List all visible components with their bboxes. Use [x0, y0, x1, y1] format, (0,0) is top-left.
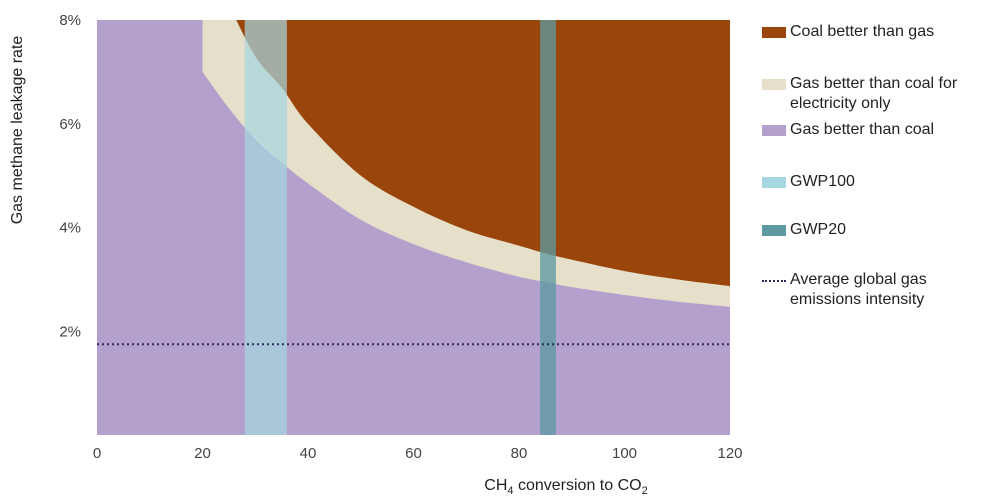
legend-color-swatch [762, 125, 786, 136]
legend-color-swatch [762, 79, 786, 90]
legend-color-swatch [762, 225, 786, 236]
legend-label-line: Average global gas [790, 271, 927, 288]
x-axis-title: CH4 conversion to CO2 [484, 477, 647, 496]
legend-label-line: Gas better than coal [790, 121, 935, 138]
axes: 0 20 40 60 80 100 120 2% 4% 6% 8% [59, 12, 742, 462]
x-tick-label: 20 [194, 445, 211, 462]
x-tick-label: 40 [300, 445, 317, 462]
y-tick-label: 4% [59, 220, 81, 237]
legend-label-line: GWP20 [790, 221, 847, 238]
legend-color-swatch [762, 27, 786, 38]
legend-label-line: Gas better than coal for [790, 75, 958, 92]
x-tick-label: 60 [405, 445, 422, 462]
band-gwp20 [540, 20, 556, 435]
legend-item: Gas better than coal for electricity only [762, 74, 957, 114]
y-tick-label: 2% [59, 323, 81, 340]
legend-label-line: GWP100 [790, 173, 855, 190]
legend-item: Coal better than gas [762, 22, 934, 42]
legend-dotted-line-swatch [762, 280, 786, 282]
legend-label: Coal better than gas [790, 22, 934, 42]
y-tick-label: 8% [59, 12, 81, 29]
x-tick-label: 100 [612, 445, 637, 462]
region-coal-better-than-gas [236, 20, 730, 287]
band-gwp100 [244, 20, 287, 435]
legend-label: GWP20 [790, 220, 846, 240]
y-tick-label: 6% [59, 116, 81, 133]
legend-label-line: electricity only [790, 95, 891, 112]
legend-label: Gas better than coal [790, 120, 934, 140]
legend-item: Gas better than coal [762, 120, 934, 140]
legend-item: GWP20 [762, 220, 846, 240]
legend-label-line: Coal better than gas [790, 23, 935, 40]
legend-item: GWP100 [762, 172, 855, 192]
legend-label: GWP100 [790, 172, 855, 192]
x-tick-label: 80 [511, 445, 528, 462]
legend-label: Average global gas emissions intensity [790, 270, 927, 310]
plot-area [97, 20, 730, 435]
legend-label-line: emissions intensity [790, 291, 925, 308]
legend-item: Average global gas emissions intensity [762, 270, 927, 310]
legend-label: Gas better than coal for electricity only [790, 74, 957, 114]
y-axis-title: Gas methane leakage rate [9, 36, 26, 225]
legend-color-swatch [762, 177, 786, 188]
x-tick-label: 120 [717, 445, 742, 462]
x-tick-label: 0 [93, 445, 101, 462]
